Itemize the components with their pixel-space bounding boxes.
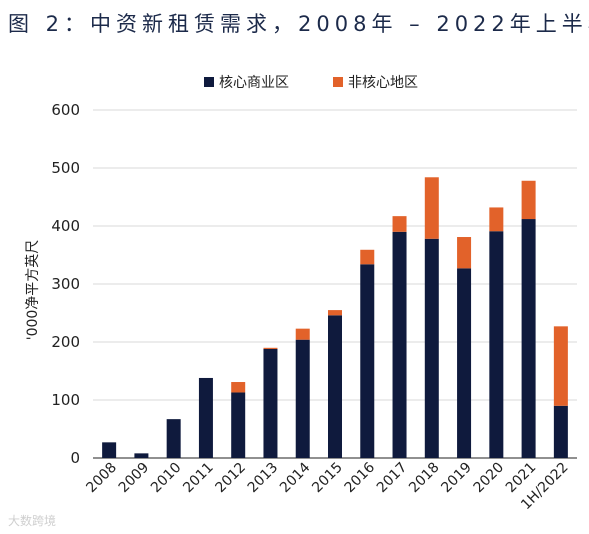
bar-core-2008 (102, 442, 117, 458)
bar-core-2021 (521, 219, 536, 458)
bar-core-2015 (328, 315, 342, 458)
bar-noncore-2013 (263, 347, 278, 349)
bar-noncore-2020 (489, 207, 504, 232)
bar-noncore-2019 (457, 237, 472, 269)
legend-swatch-0 (204, 77, 214, 87)
bar-noncore-2012 (231, 382, 246, 393)
x-tick-label-2009: 2009 (116, 460, 153, 497)
x-tick-label-2016: 2016 (342, 459, 379, 496)
x-tick-label-2015: 2015 (309, 460, 346, 497)
y-tick-label-400: 400 (51, 217, 80, 235)
y-tick-label-300: 300 (51, 275, 80, 293)
x-tick-label-2008: 2008 (83, 460, 120, 497)
bar-core-2017 (392, 231, 407, 458)
bar-noncore-2018 (424, 177, 439, 239)
bar-core-2019 (457, 268, 472, 458)
bar-noncore-2014 (295, 328, 310, 340)
bar-core-2014 (295, 339, 310, 458)
bar-core-2012 (231, 392, 246, 458)
bar-core-2013 (263, 348, 278, 458)
y-tick-label-0: 0 (70, 449, 80, 467)
bar-core-2010 (166, 419, 181, 458)
x-tick-label-2010: 2010 (148, 460, 185, 497)
watermark: 大数跨境 (8, 514, 57, 528)
y-tick-label-600: 600 (51, 101, 80, 119)
bar-noncore-2015 (328, 310, 342, 316)
x-tick-label-2011: 2011 (180, 460, 217, 497)
bar-core-2011 (198, 377, 213, 458)
bar-noncore-1H/2022 (553, 326, 568, 406)
x-tick-label-2017: 2017 (374, 460, 411, 497)
x-tick-label-2018: 2018 (406, 460, 443, 497)
y-tick-label-200: 200 (51, 333, 80, 351)
bar-noncore-2021 (521, 180, 536, 220)
bar-core-2020 (489, 231, 504, 458)
y-axis-label: '000净平方英尺 (24, 240, 41, 341)
x-tick-label-2019: 2019 (438, 460, 475, 497)
legend-swatch-1 (333, 77, 343, 87)
x-tick-label-2013: 2013 (245, 460, 282, 497)
y-tick-label-500: 500 (51, 159, 80, 177)
bar-noncore-2017 (392, 216, 407, 232)
chart-title: 图 2：中资新租赁需求，2008年 – 2022年上半年 (8, 12, 589, 36)
x-tick-label-2012: 2012 (213, 460, 250, 497)
bar-core-2016 (360, 264, 375, 458)
bar-noncore-2016 (360, 249, 375, 265)
x-tick-label-2020: 2020 (471, 460, 508, 497)
bar-core-2009 (134, 453, 149, 458)
bar-core-1H/2022 (553, 405, 568, 458)
x-tick-label-2014: 2014 (277, 459, 314, 496)
legend-label-0: 核心商业区 (219, 75, 289, 91)
y-tick-label-100: 100 (51, 391, 80, 409)
legend-label-1: 非核心地区 (348, 75, 418, 91)
bar-core-2018 (424, 238, 439, 458)
